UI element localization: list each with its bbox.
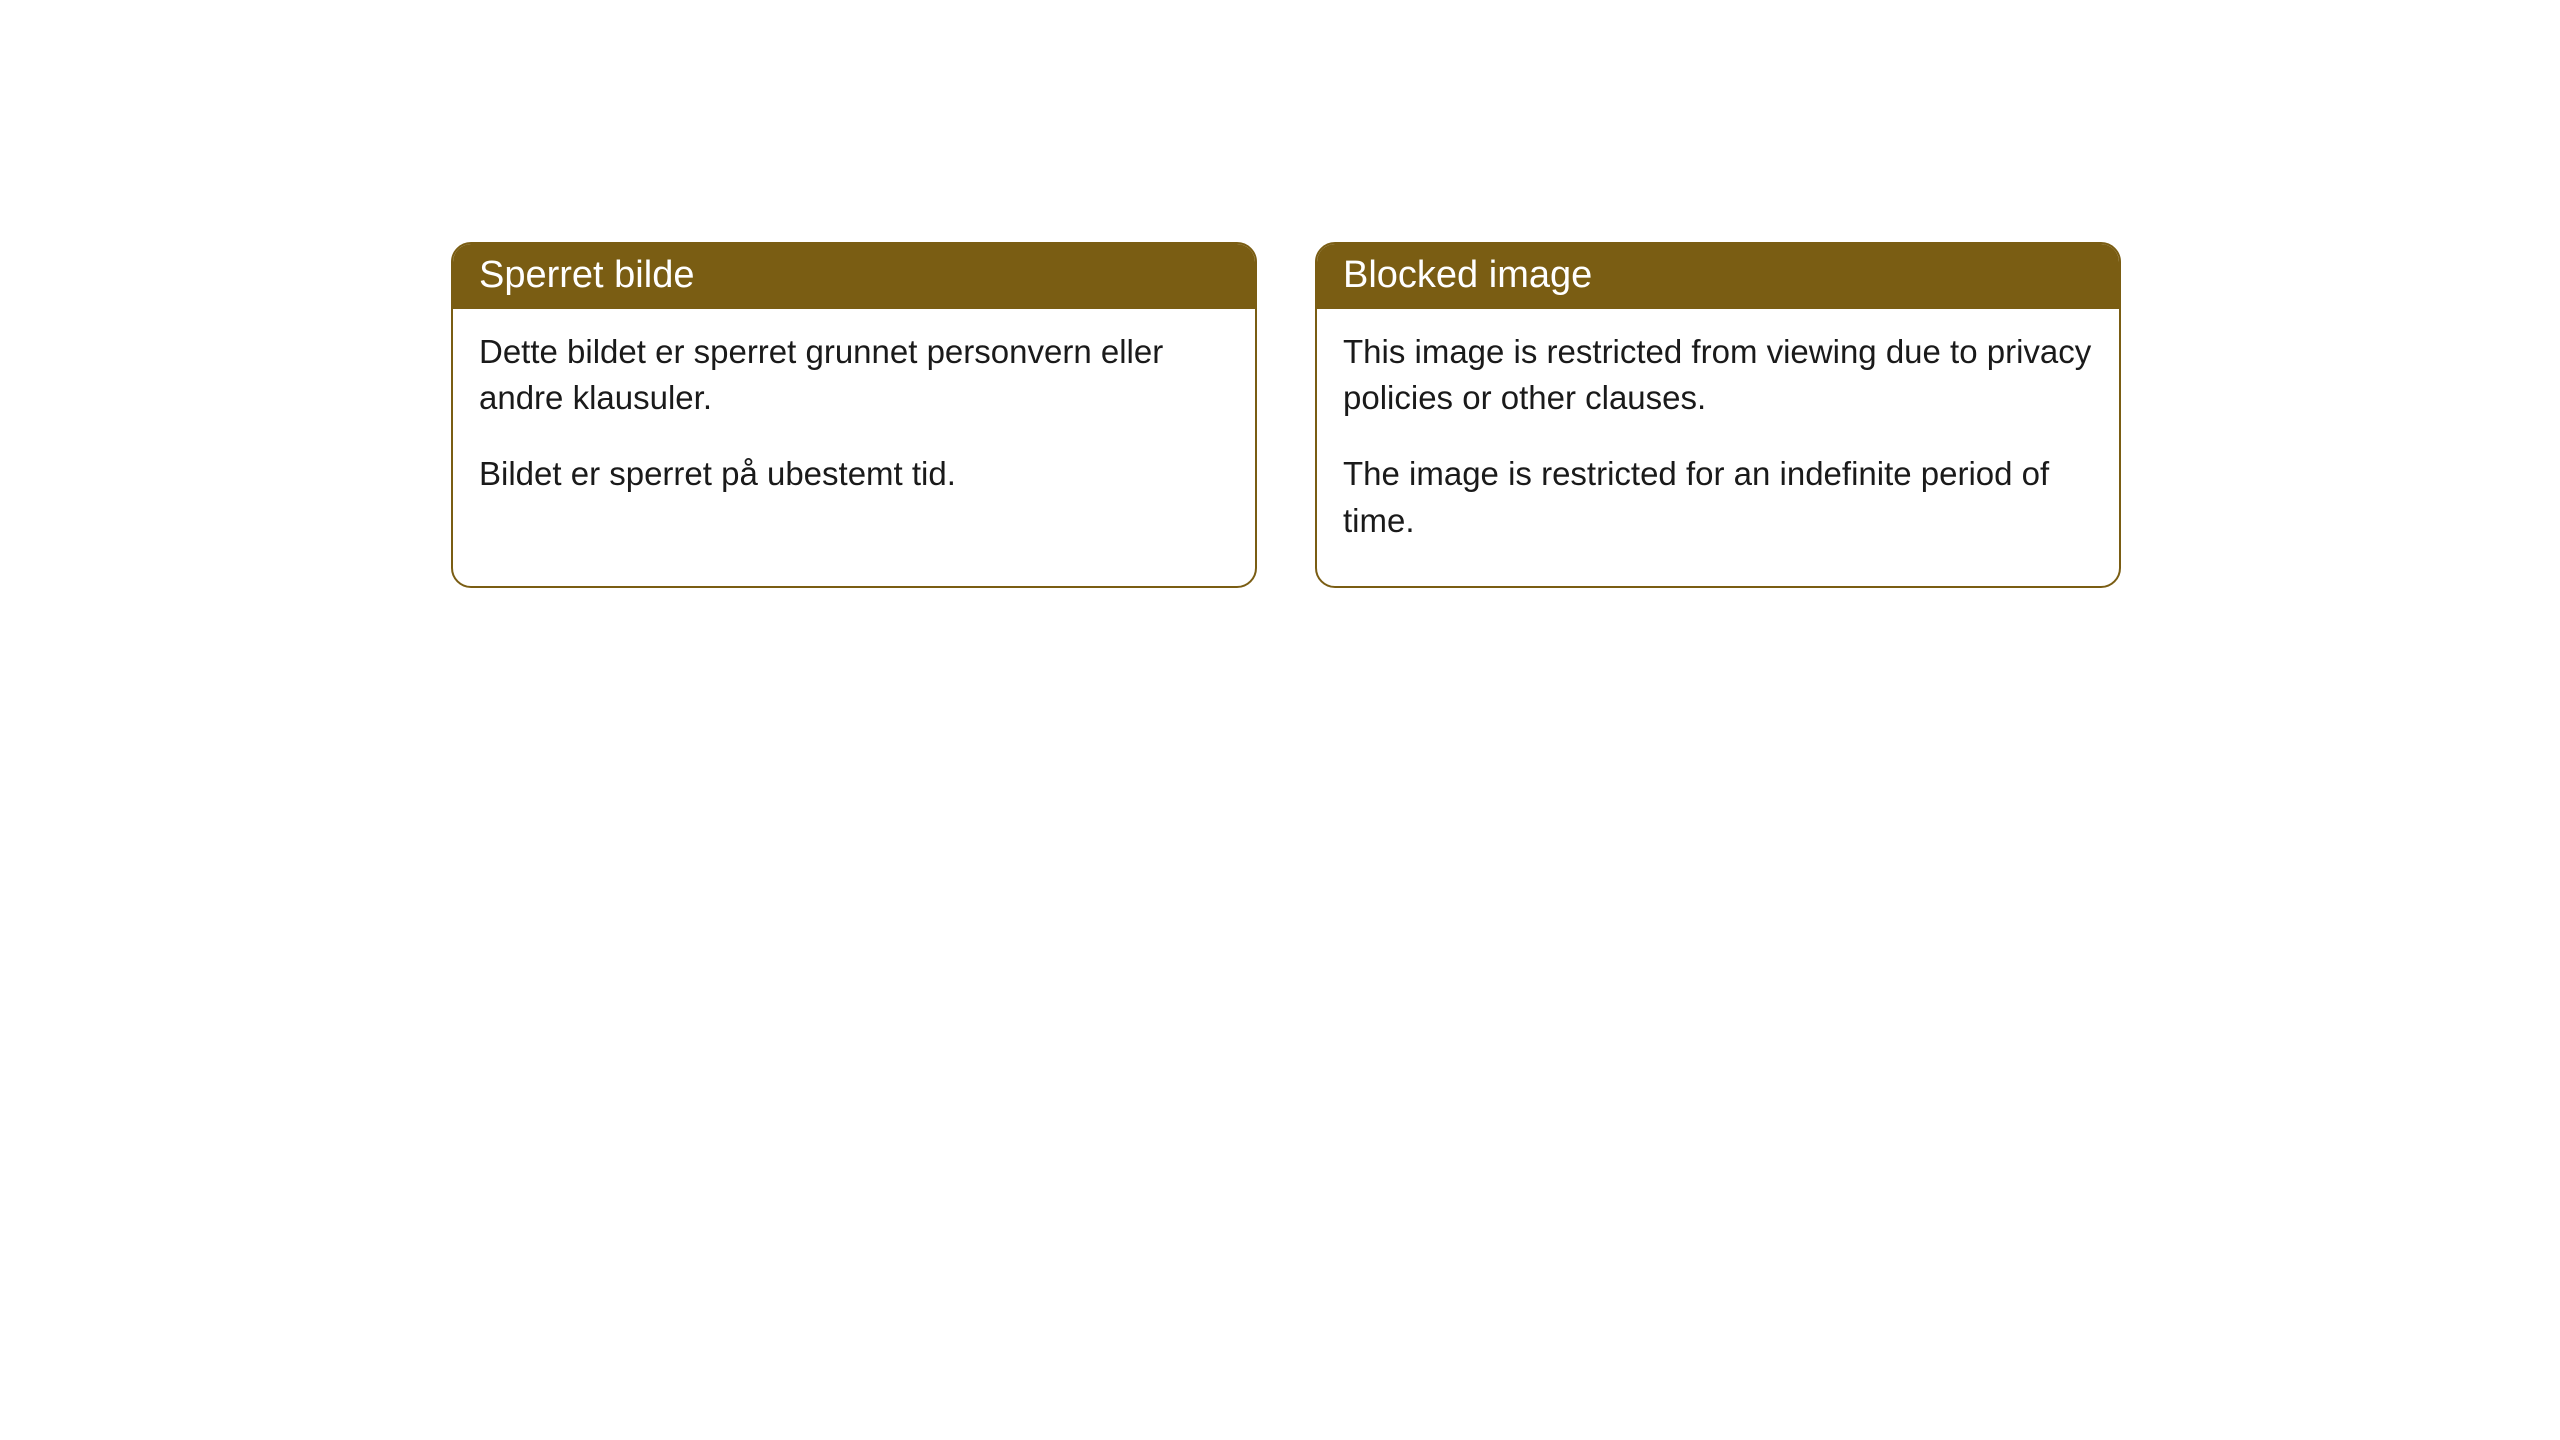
- card-header: Blocked image: [1317, 244, 2119, 309]
- card-paragraph: This image is restricted from viewing du…: [1343, 329, 2093, 421]
- card-title: Blocked image: [1343, 254, 1592, 296]
- notice-card-norwegian: Sperret bilde Dette bildet er sperret gr…: [451, 242, 1257, 588]
- card-paragraph: Bildet er sperret på ubestemt tid.: [479, 451, 1229, 497]
- notice-cards-container: Sperret bilde Dette bildet er sperret gr…: [451, 242, 2560, 588]
- card-paragraph: The image is restricted for an indefinit…: [1343, 451, 2093, 543]
- notice-card-english: Blocked image This image is restricted f…: [1315, 242, 2121, 588]
- card-body: Dette bildet er sperret grunnet personve…: [453, 309, 1255, 540]
- card-body: This image is restricted from viewing du…: [1317, 309, 2119, 586]
- card-title: Sperret bilde: [479, 254, 694, 296]
- card-header: Sperret bilde: [453, 244, 1255, 309]
- card-paragraph: Dette bildet er sperret grunnet personve…: [479, 329, 1229, 421]
